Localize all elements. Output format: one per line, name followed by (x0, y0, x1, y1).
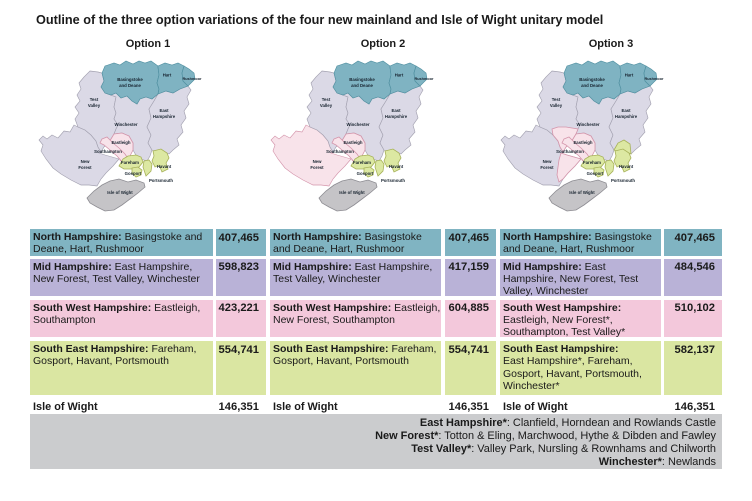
svg-text:East: East (159, 108, 169, 113)
svg-text:Southampton: Southampton (94, 149, 122, 154)
svg-text:Fareham: Fareham (583, 160, 601, 165)
svg-text:Rushmoor: Rushmoor (645, 77, 665, 81)
svg-text:East: East (621, 108, 631, 113)
svg-text:Forest: Forest (540, 165, 554, 170)
svg-text:Rushmoor: Rushmoor (183, 77, 203, 81)
svg-text:Isle of Wight: Isle of Wight (107, 190, 133, 195)
svg-text:Forest: Forest (78, 165, 92, 170)
svg-text:Hampshire: Hampshire (153, 114, 176, 119)
svg-text:Test: Test (322, 97, 331, 102)
svg-text:Basingstoke: Basingstoke (117, 77, 143, 82)
svg-text:Hart: Hart (395, 73, 404, 78)
svg-text:Hampshire: Hampshire (385, 114, 408, 119)
svg-text:New: New (543, 159, 552, 164)
svg-text:Rushmoor: Rushmoor (415, 77, 435, 81)
svg-text:Valley: Valley (550, 103, 563, 108)
svg-text:Eastleigh: Eastleigh (111, 140, 130, 145)
svg-text:New: New (313, 159, 322, 164)
svg-text:Gosport: Gosport (125, 171, 142, 176)
svg-text:Fareham: Fareham (121, 160, 139, 165)
svg-text:New: New (81, 159, 90, 164)
svg-text:Havant: Havant (619, 164, 634, 169)
svg-text:Isle of Wight: Isle of Wight (339, 190, 365, 195)
svg-text:Basingstoke: Basingstoke (579, 77, 605, 82)
svg-text:Hart: Hart (163, 73, 172, 78)
svg-text:Portsmouth: Portsmouth (611, 178, 635, 183)
svg-text:Winchester: Winchester (114, 122, 137, 127)
svg-text:and Deane: and Deane (351, 83, 373, 88)
svg-text:Havant: Havant (157, 164, 172, 169)
svg-text:Valley: Valley (88, 103, 101, 108)
svg-text:Forest: Forest (310, 165, 324, 170)
svg-text:Valley: Valley (320, 103, 333, 108)
svg-text:Winchester: Winchester (576, 122, 599, 127)
svg-text:Southampton: Southampton (326, 149, 354, 154)
svg-text:Fareham: Fareham (353, 160, 371, 165)
svg-text:Portsmouth: Portsmouth (381, 178, 405, 183)
svg-text:East: East (391, 108, 401, 113)
svg-text:Hart: Hart (625, 73, 634, 78)
svg-text:Southampton: Southampton (556, 149, 584, 154)
svg-text:Test: Test (552, 97, 561, 102)
svg-text:Isle of Wight: Isle of Wight (569, 190, 595, 195)
svg-text:Test: Test (90, 97, 99, 102)
svg-text:Gosport: Gosport (357, 171, 374, 176)
svg-text:and Deane: and Deane (581, 83, 603, 88)
svg-text:Havant: Havant (389, 164, 404, 169)
svg-text:Basingstoke: Basingstoke (349, 77, 375, 82)
svg-text:Hampshire: Hampshire (615, 114, 638, 119)
svg-text:Winchester: Winchester (346, 122, 369, 127)
svg-text:Gosport: Gosport (587, 171, 604, 176)
svg-text:Eastleigh: Eastleigh (573, 140, 592, 145)
svg-text:and Deane: and Deane (119, 83, 141, 88)
svg-text:Portsmouth: Portsmouth (149, 178, 173, 183)
svg-text:Eastleigh: Eastleigh (343, 140, 362, 145)
